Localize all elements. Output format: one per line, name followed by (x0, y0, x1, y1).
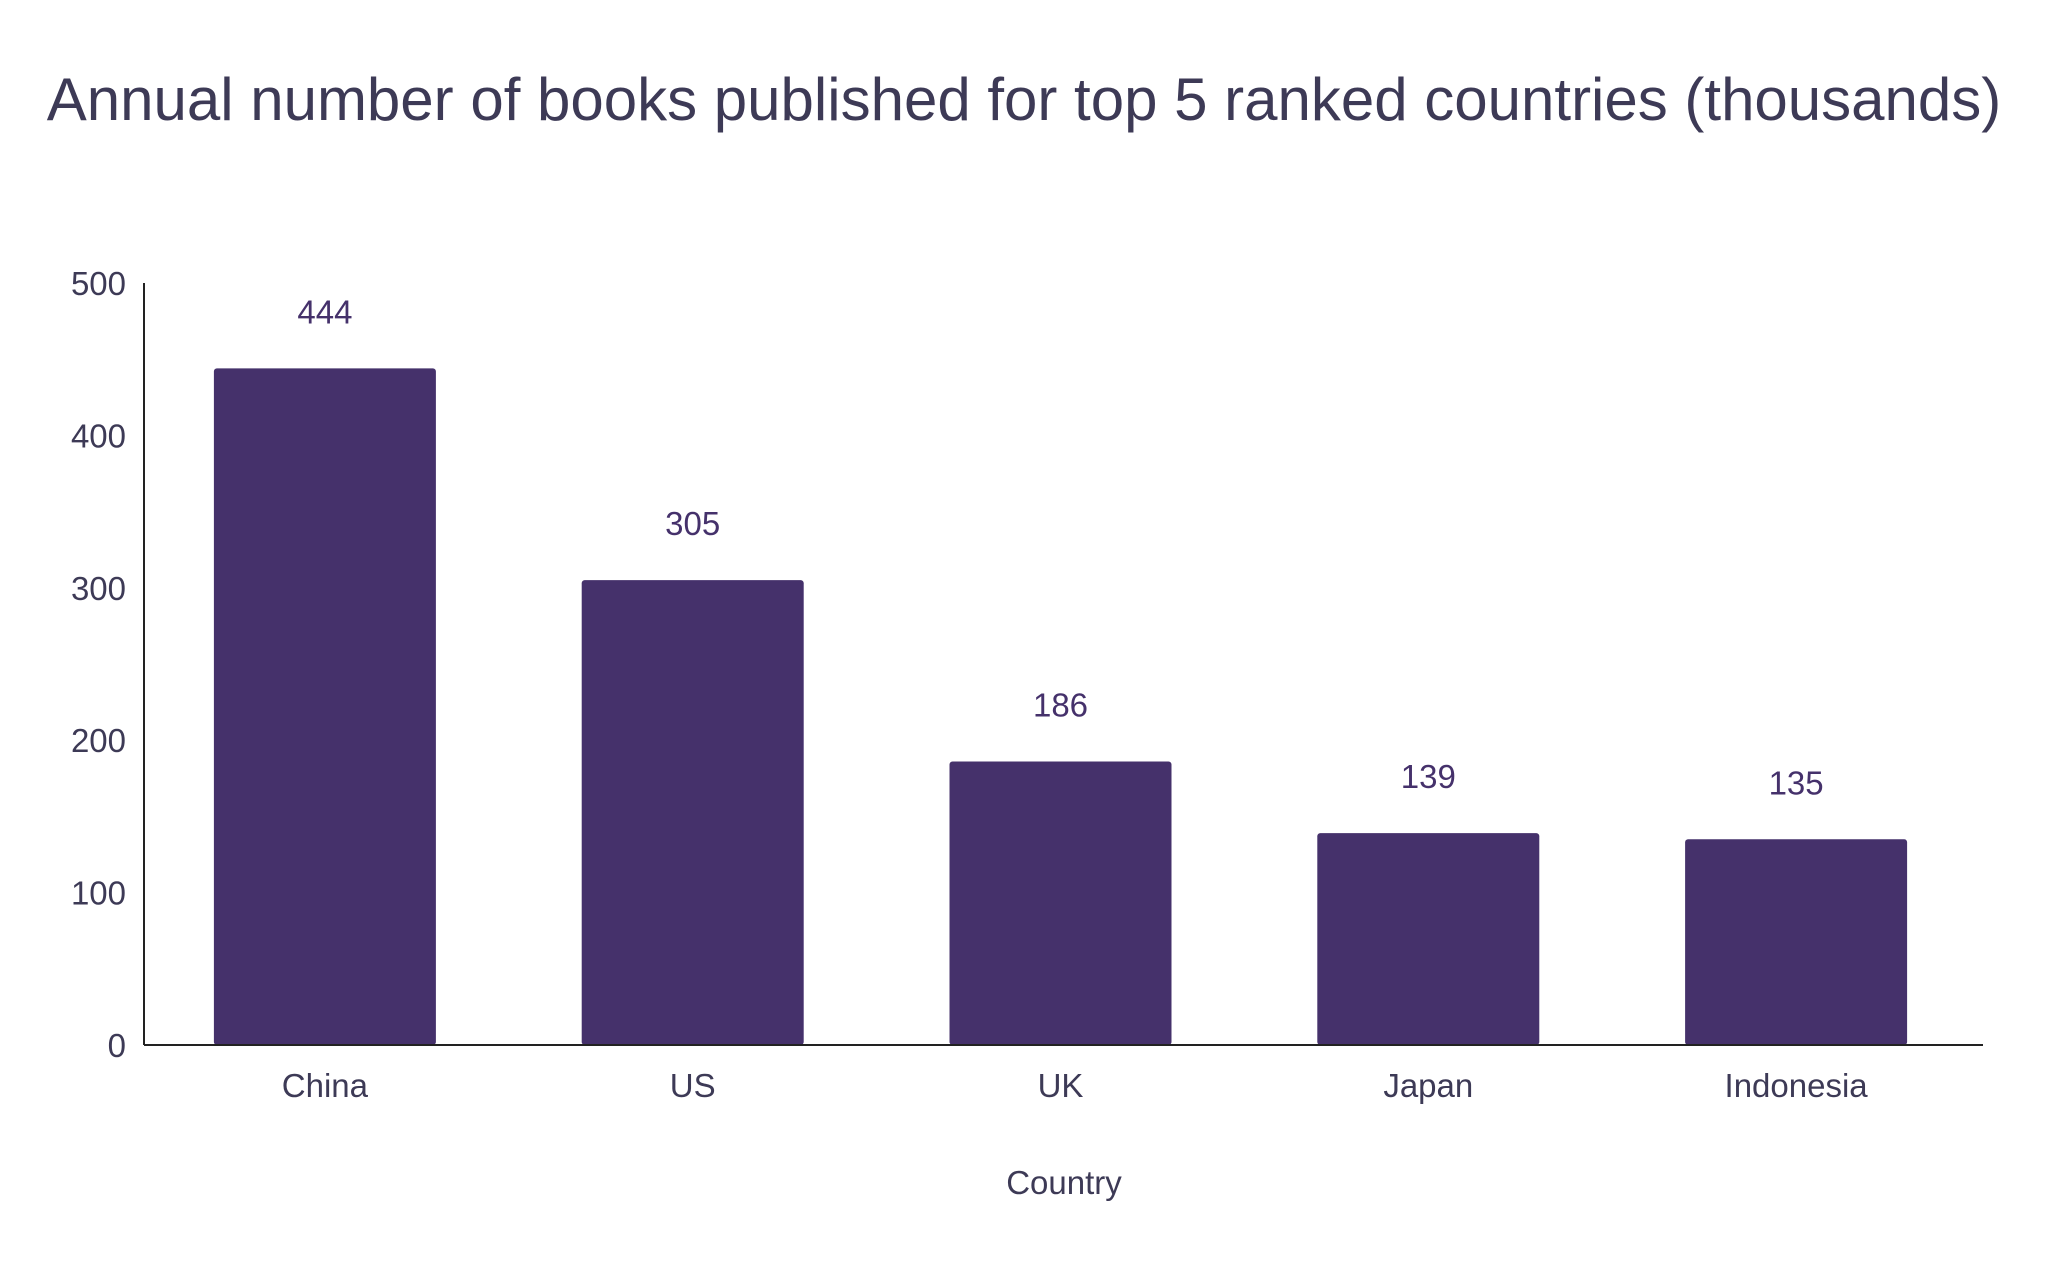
x-tick-label: US (670, 1067, 716, 1104)
y-tick-label: 100 (71, 875, 126, 912)
bar-us (581, 580, 804, 1045)
chart-title: Annual number of books published for top… (46, 66, 2002, 133)
data-label: 444 (297, 293, 352, 330)
x-tick-label: Indonesia (1725, 1067, 1869, 1104)
data-label: 135 (1769, 764, 1824, 801)
x-tick-label: China (282, 1067, 369, 1104)
y-tick-label: 0 (108, 1027, 126, 1064)
bar-japan (1317, 833, 1540, 1045)
data-label: 186 (1033, 687, 1088, 724)
y-tick-label: 300 (71, 570, 126, 607)
data-label: 305 (665, 505, 720, 542)
bar-uk (949, 761, 1172, 1045)
y-tick-label: 500 (71, 265, 126, 302)
x-tick-label: Japan (1383, 1067, 1473, 1104)
y-tick-label: 400 (71, 417, 126, 454)
y-tick-label: 200 (71, 722, 126, 759)
x-tick-label: UK (1038, 1067, 1084, 1104)
data-label: 139 (1401, 758, 1456, 795)
bar-china (213, 368, 436, 1045)
x-axis-label: Country (1006, 1164, 1122, 1201)
bar-indonesia (1685, 839, 1908, 1045)
